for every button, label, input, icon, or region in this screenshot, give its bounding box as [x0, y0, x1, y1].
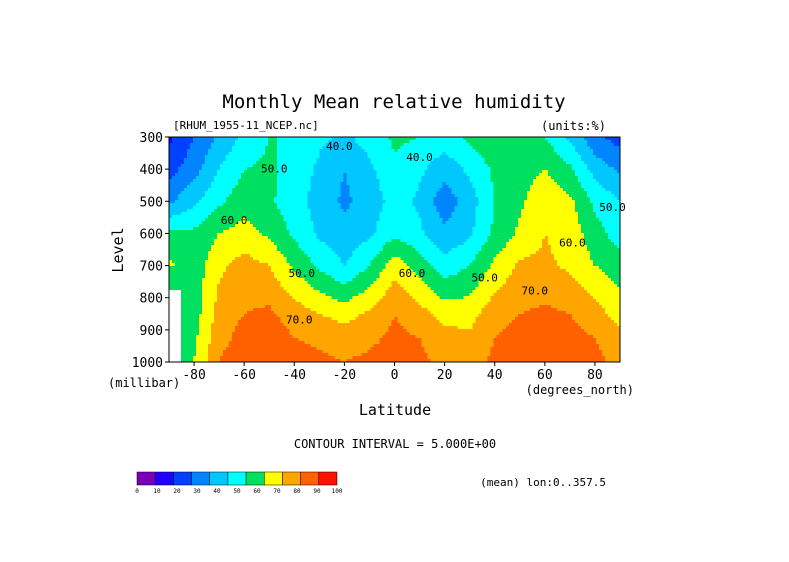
- x-tick-label: 80: [587, 368, 603, 383]
- x-tick-label: -80: [182, 368, 205, 383]
- y-tick-label: 300: [140, 131, 163, 146]
- chart-subtitle-left: [RHUM_1955-11_NCEP.nc]: [173, 119, 319, 132]
- colorbar-swatch: [282, 472, 300, 485]
- colorbar-label: 30: [193, 488, 201, 495]
- x-tick-label: -20: [333, 368, 356, 383]
- colorbar-swatch: [192, 472, 210, 485]
- contour-label: 50.0: [471, 272, 498, 285]
- chart-title: Monthly Mean relative humidity: [222, 91, 565, 113]
- contour-label: 50.0: [261, 162, 288, 175]
- contour-label: 70.0: [286, 313, 313, 326]
- contour-label: 50.0: [599, 201, 626, 214]
- contour-interval-text: CONTOUR INTERVAL = 5.000E+00: [294, 437, 496, 451]
- y-tick-label: 400: [140, 163, 163, 178]
- x-axis-units: (degrees_north): [526, 383, 634, 397]
- colorbar-label: 10: [153, 488, 161, 495]
- x-tick-label: 20: [437, 368, 453, 383]
- colorbar-label: 90: [313, 488, 321, 495]
- x-tick-label: -60: [232, 368, 255, 383]
- colorbar-label: 70: [273, 488, 281, 495]
- contour-label: 50.0: [289, 267, 316, 280]
- colorbar-swatch: [319, 472, 337, 485]
- y-axis-label: Level: [109, 227, 127, 272]
- contour-label: 60.0: [399, 267, 426, 280]
- colorbar-swatch: [210, 472, 228, 485]
- plot-area: 40.0 40.0 50.0 50.0 50.0 50.0 60.0 60.0 60.0 70.0…: [169, 137, 626, 363]
- colorbar-swatch: [246, 472, 264, 485]
- colorbar-label: 100: [332, 488, 343, 495]
- colorbar-label: 60: [253, 488, 261, 495]
- y-tick-label: 500: [140, 195, 163, 210]
- x-axis-label: Latitude: [359, 401, 431, 419]
- colorbar-swatch: [155, 472, 173, 485]
- contour-label: 60.0: [559, 236, 586, 249]
- y-tick-label: 800: [140, 292, 163, 307]
- colorbar-label: 50: [233, 488, 241, 495]
- contour-label: 70.0: [522, 285, 549, 298]
- footer-right: (mean) lon:0..357.5: [480, 476, 606, 489]
- y-axis-units: (millibar): [108, 376, 180, 390]
- colorbar-label: 80: [293, 488, 301, 495]
- colorbar-label: 40: [213, 488, 221, 495]
- humidity-field: [169, 137, 621, 363]
- colorbar: 0 10 20 30 40 50 60 70 80 90 100: [135, 472, 343, 495]
- contour-label: 40.0: [326, 140, 353, 153]
- colorbar-swatch: [301, 472, 319, 485]
- y-tick-label: 1000: [132, 356, 163, 371]
- x-tick-label: 40: [487, 368, 503, 383]
- contour-label: 40.0: [406, 151, 433, 164]
- y-tick-label: 600: [140, 227, 163, 242]
- x-axis: -80 -60 -40 -20 0 20 40 60 80: [182, 362, 602, 383]
- chart-subtitle-right: (units:%): [541, 119, 606, 133]
- y-tick-label: 900: [140, 324, 163, 339]
- colorbar-label: 0: [135, 488, 139, 495]
- colorbar-swatch: [228, 472, 246, 485]
- colorbar-swatch: [173, 472, 191, 485]
- colorbar-swatch: [264, 472, 282, 485]
- contour-label: 60.0: [221, 214, 248, 227]
- x-tick-label: 60: [537, 368, 553, 383]
- x-tick-label: -40: [283, 368, 306, 383]
- x-tick-label: 0: [391, 368, 399, 383]
- colorbar-label: 20: [173, 488, 181, 495]
- y-tick-label: 700: [140, 260, 163, 275]
- colorbar-swatch: [137, 472, 155, 485]
- y-axis: 300 400 500 600 700 800 900 1000: [132, 131, 169, 371]
